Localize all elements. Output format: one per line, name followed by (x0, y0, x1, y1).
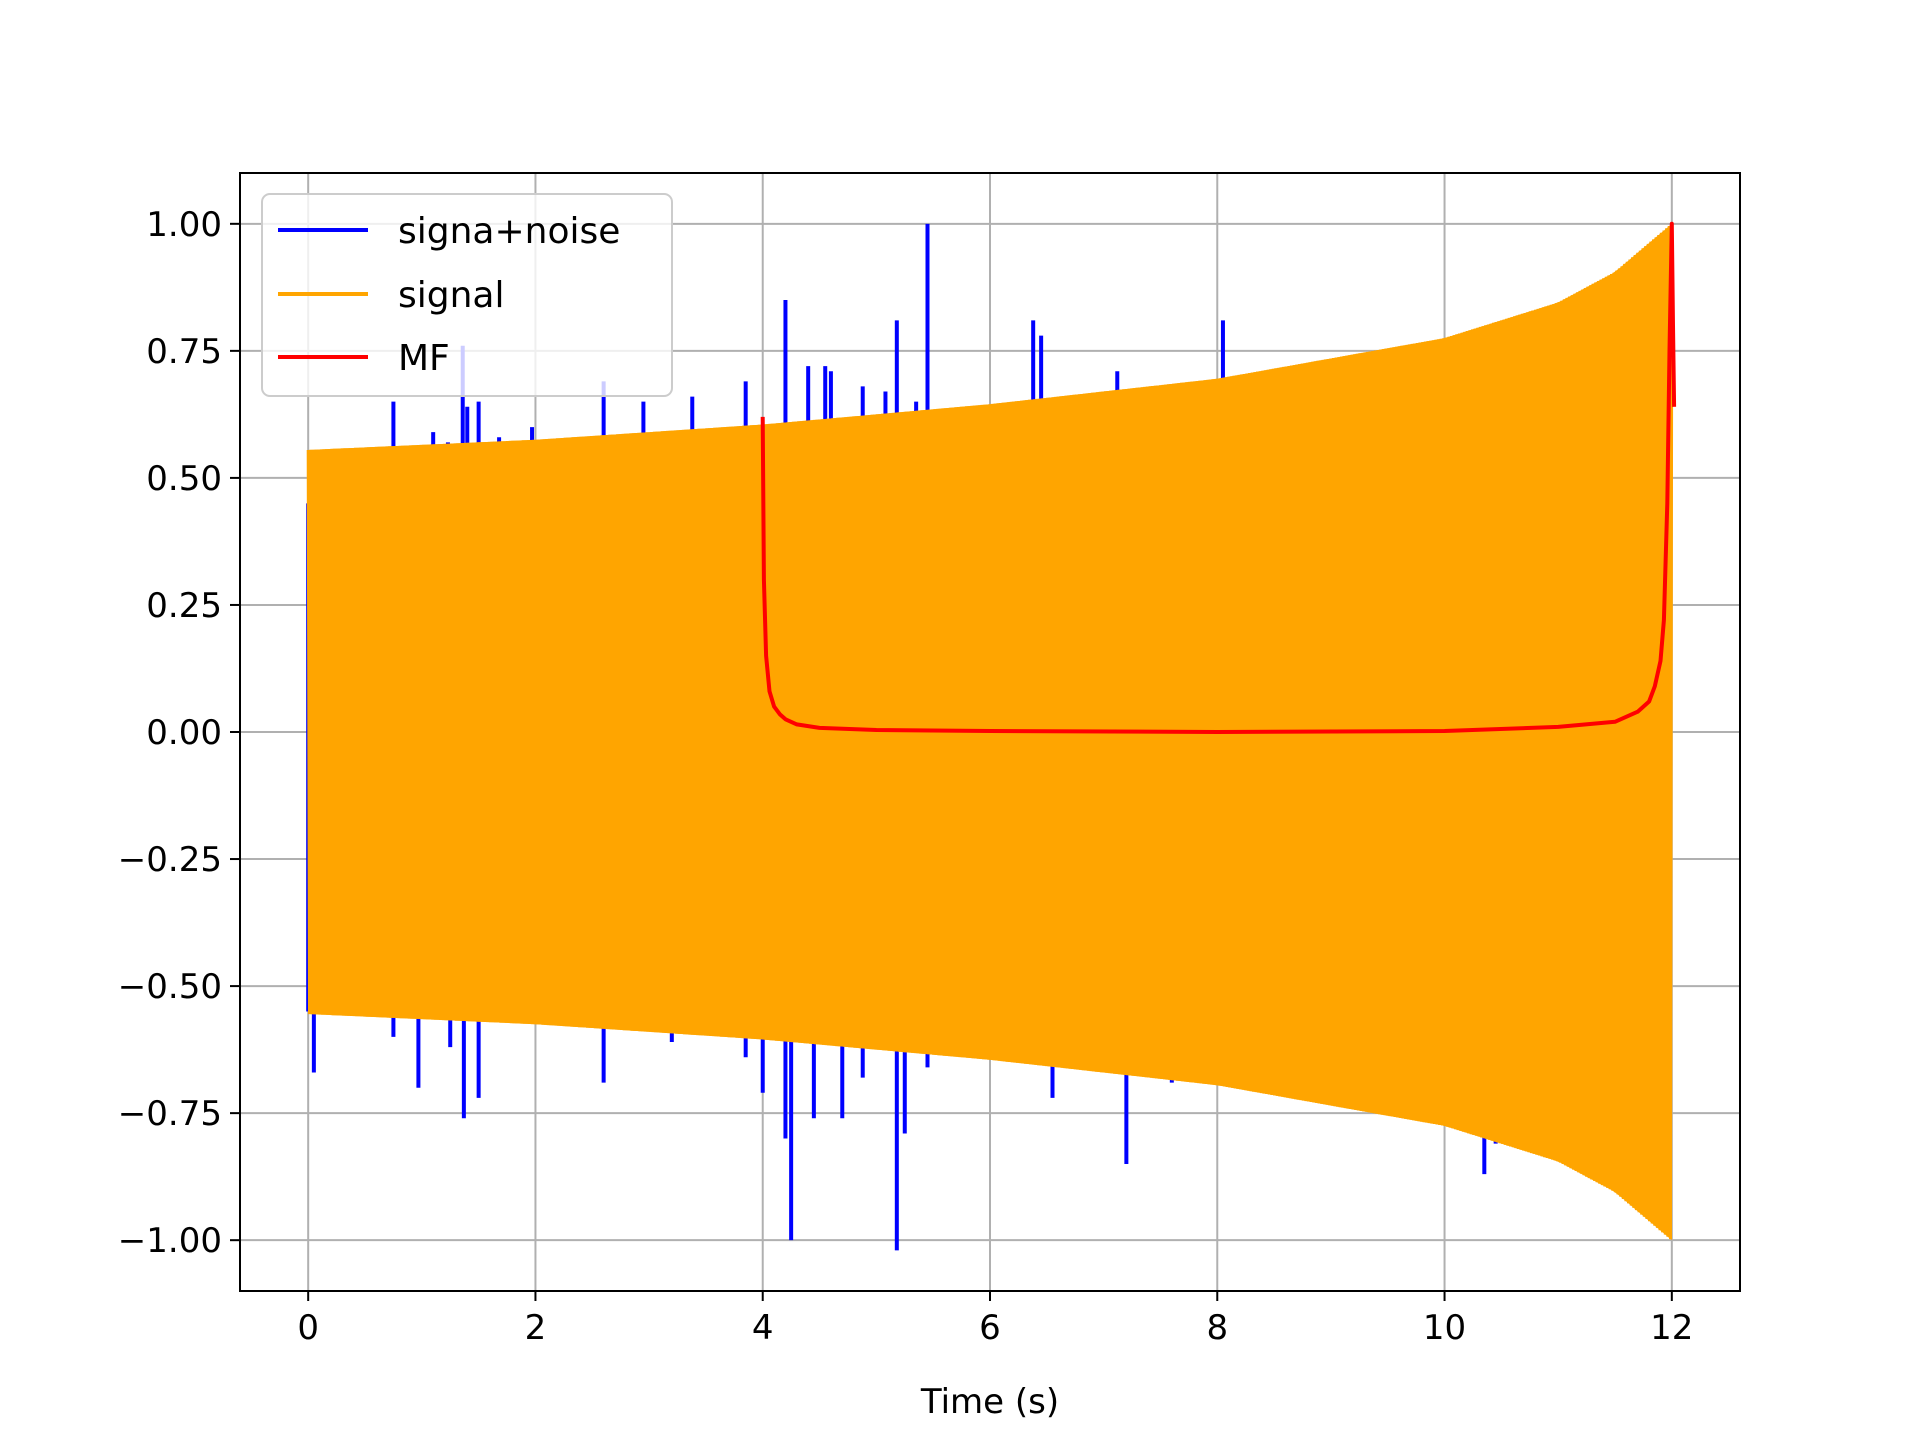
x-tick-label: 8 (1206, 1308, 1228, 1348)
series-layer (306, 221, 1677, 1251)
legend-label-mf: MF (398, 338, 450, 379)
y-tick-label: −0.75 (118, 1094, 222, 1134)
y-tick-label: −0.50 (118, 967, 222, 1007)
x-tick-label: 6 (979, 1308, 1001, 1348)
x-tick-label: 12 (1650, 1308, 1693, 1348)
legend-label-signa-noise: signa+noise (398, 211, 620, 252)
x-tick-label: 4 (752, 1308, 774, 1348)
y-tick-label: −0.25 (118, 840, 222, 880)
legend-label-signal: signal (398, 275, 505, 316)
tick-layer: 0 2 4 6 8 10 12 1.00 0.75 0.50 0.25 0.00 −0.25 −0.50 −… (118, 205, 1694, 1348)
y-tick-label: 1.00 (146, 205, 222, 245)
x-tick-label: 0 (297, 1308, 319, 1348)
mf-line (760, 221, 1677, 734)
y-tick-label: 0.00 (146, 713, 222, 753)
signal-line (306, 223, 1674, 1240)
x-tick-label: 2 (525, 1308, 547, 1348)
x-tick-label: 10 (1423, 1308, 1466, 1348)
y-tick-label: −1.00 (118, 1221, 222, 1261)
y-tick-label: 0.50 (146, 459, 222, 499)
x-axis-title: Time (s) (920, 1382, 1059, 1422)
legend: signa+noise signal MF (261, 193, 673, 397)
legend-box (261, 193, 673, 397)
y-tick-label: 0.75 (146, 332, 222, 372)
y-tick-label: 0.25 (146, 586, 222, 626)
